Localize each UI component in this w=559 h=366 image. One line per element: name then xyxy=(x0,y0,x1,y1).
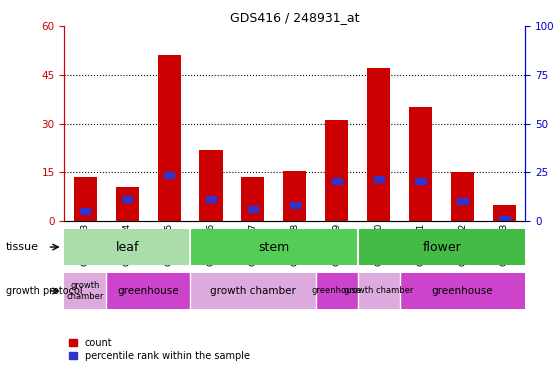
Bar xyxy=(457,198,468,204)
Bar xyxy=(325,120,348,221)
Bar xyxy=(206,196,216,202)
Bar xyxy=(122,196,132,202)
Text: tissue: tissue xyxy=(6,242,39,252)
Text: growth protocol: growth protocol xyxy=(6,286,82,296)
Text: greenhouse: greenhouse xyxy=(117,286,179,296)
Bar xyxy=(64,229,190,265)
Bar xyxy=(106,273,190,309)
Legend: count, percentile rank within the sample: count, percentile rank within the sample xyxy=(69,338,250,361)
Bar xyxy=(367,68,390,221)
Bar xyxy=(164,172,174,178)
Bar xyxy=(200,150,222,221)
Bar xyxy=(290,202,300,208)
Title: GDS416 / 248931_at: GDS416 / 248931_at xyxy=(230,11,359,25)
Bar xyxy=(331,178,342,184)
Bar xyxy=(248,206,258,212)
Bar xyxy=(64,273,106,309)
Bar xyxy=(116,187,139,221)
Bar xyxy=(283,171,306,221)
Bar xyxy=(190,273,316,309)
Text: growth chamber: growth chamber xyxy=(344,287,414,295)
Bar xyxy=(74,178,97,221)
Bar xyxy=(316,273,358,309)
Bar xyxy=(400,273,525,309)
Bar xyxy=(493,205,516,221)
Bar xyxy=(415,178,426,184)
Text: greenhouse: greenhouse xyxy=(432,286,494,296)
Text: leaf: leaf xyxy=(115,240,139,254)
Text: flower: flower xyxy=(422,240,461,254)
Bar xyxy=(358,273,400,309)
Bar xyxy=(80,208,91,214)
Bar xyxy=(241,178,264,221)
Bar xyxy=(358,229,525,265)
Text: greenhouse: greenhouse xyxy=(312,287,362,295)
Bar xyxy=(158,55,181,221)
Text: growth
chamber: growth chamber xyxy=(67,281,104,301)
Bar xyxy=(190,229,358,265)
Bar xyxy=(499,216,510,221)
Text: stem: stem xyxy=(258,240,290,254)
Text: growth chamber: growth chamber xyxy=(210,286,296,296)
Bar xyxy=(451,172,474,221)
Bar xyxy=(409,107,432,221)
Bar xyxy=(373,176,384,182)
